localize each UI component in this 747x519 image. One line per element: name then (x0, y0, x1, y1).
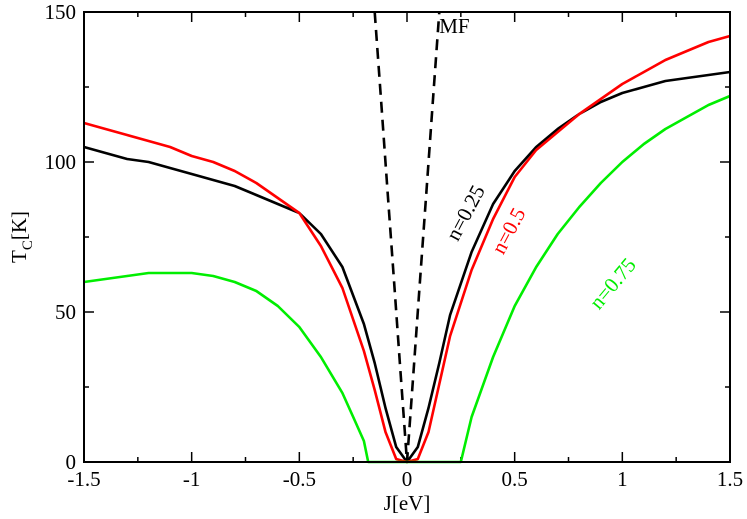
y-tick-label: 50 (55, 300, 76, 324)
series-mf (373, 11, 441, 464)
y-axis-label-main: T (7, 250, 31, 263)
x-tick-label: 1.5 (717, 467, 743, 491)
y-axis-label-sub: C (20, 240, 36, 250)
y-tick-label: 100 (45, 150, 77, 174)
axes-ticks (83, 11, 731, 463)
tick-labels: -1.5 -1 -0.5 0 0.5 1 1.5 0 50 100 150 (45, 0, 744, 491)
x-tick-label: -1 (183, 467, 201, 491)
y-axis-label: TC[K] (7, 211, 36, 263)
series-annotation: n=0.75 (584, 253, 640, 314)
plot-frame (83, 11, 731, 463)
series-annotation: MF (439, 14, 469, 38)
y-tick-label: 150 (45, 0, 77, 24)
series-annotation: n=0.5 (486, 204, 530, 258)
y-axis-label-unit: [K] (7, 211, 31, 240)
x-tick-label: -0.5 (283, 467, 316, 491)
series-n-0-75 (83, 94, 731, 464)
series-n-0-5 (83, 34, 731, 464)
x-tick-label: 0 (402, 467, 413, 491)
series-layer (83, 11, 731, 464)
series-annotation: n=0.25 (441, 181, 490, 244)
x-tick-label: 0.5 (502, 467, 528, 491)
x-tick-label: 1 (617, 467, 628, 491)
x-axis-label: J[eV] (384, 491, 431, 515)
x-tick-label: -1.5 (67, 467, 100, 491)
y-tick-label: 0 (66, 450, 77, 474)
annotation-layer: MF n=0.25n=0.5 n=0.75 (439, 14, 641, 314)
